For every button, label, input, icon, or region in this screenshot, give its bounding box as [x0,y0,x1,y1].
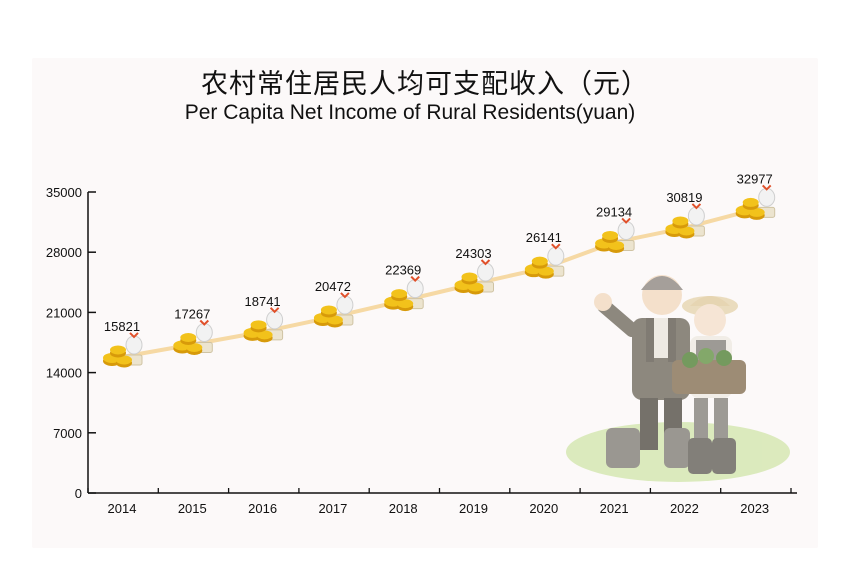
x-tick-label: 2022 [670,501,699,516]
male-farmer-figure [594,275,690,468]
coin-stack-icon [735,184,776,220]
farmer-couple-illustration [566,275,790,482]
y-tick-label: 0 [75,486,82,501]
data-value-label: 30819 [666,190,702,205]
x-tick-label: 2015 [178,501,207,516]
data-markers [103,184,776,368]
x-tick-label: 2014 [108,501,137,516]
data-labels: 15821 17267 18741 20472 22369 24303 26141 29134… [104,171,773,334]
x-tick-label: 2018 [389,501,418,516]
coin-stack-icon [595,217,635,253]
data-value-label: 26141 [526,230,562,245]
chart-title-chinese: 农村常住居民人均可支配收入（元） [201,69,649,100]
data-value-label: 29134 [596,204,632,219]
coin-stack-icon [524,243,565,279]
x-tick-label: 2021 [600,501,629,516]
x-tick-label: 2020 [529,501,558,516]
coin-stack-icon [103,332,143,368]
chart-axes: 0 7000 14000 21000 28000 35000 2014 2015 2016 201… [46,185,797,516]
coin-stack-icon [665,203,705,239]
y-tick-label: 35000 [46,185,82,200]
y-tick-label: 21000 [46,305,82,320]
coin-stack-icon [454,259,494,295]
coin-stack-icon [173,319,213,356]
coin-stack-icon [313,292,354,328]
data-value-label: 15821 [104,319,140,334]
data-value-label: 20472 [315,279,351,294]
coin-stack-icon [243,307,284,343]
x-tick-label: 2016 [248,501,277,516]
coin-stack-icon [384,275,424,312]
series-line [121,207,756,359]
data-value-label: 32977 [737,171,773,186]
data-value-label: 17267 [174,307,210,322]
data-value-label: 22369 [385,263,421,278]
y-tick-label: 7000 [53,426,82,441]
chart-title-english: Per Capita Net Income of Rural Residents… [184,101,636,124]
data-value-label: 18741 [245,294,281,309]
x-tick-label: 2023 [740,501,769,516]
y-tick-label: 28000 [46,245,82,260]
data-value-label: 24303 [455,246,491,261]
y-tick-label: 14000 [46,366,82,381]
female-farmer-figure [672,296,746,474]
x-tick-label: 2017 [318,501,347,516]
x-tick-label: 2019 [459,501,488,516]
